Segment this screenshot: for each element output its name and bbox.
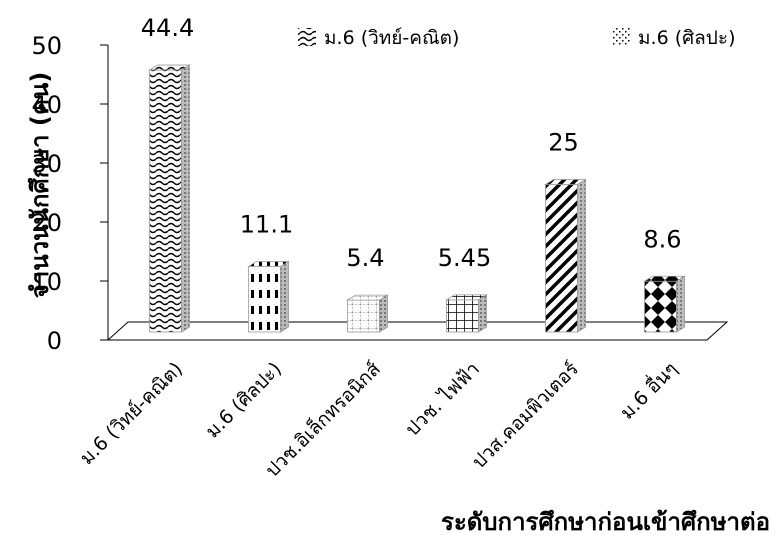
x-axis-title: ระดับการศึกษาก่อนเข้าศึกษาต่อ [441, 508, 770, 536]
y-tick-label-5: 50 [31, 32, 62, 60]
y-axis-title: จำนวนนักศึกษา (คน) [26, 72, 54, 299]
bar-front-1 [248, 266, 281, 333]
chart-floor [106, 321, 729, 341]
category-label-0: ม.6 (วิทย์-คณิต) [76, 358, 187, 469]
bar-front-3 [446, 299, 479, 333]
bars-group [148, 64, 686, 333]
y-axis-ticks: 0 10 20 30 40 50 [31, 32, 108, 355]
bar-front-0 [149, 69, 182, 333]
category-label-5: ม.6 อื่นๆ [614, 356, 682, 424]
bar-1 [247, 260, 290, 333]
y-tick-label-1: 10 [31, 268, 62, 296]
legend-label-0: ม.6 (วิทย์-คณิต) [324, 27, 459, 49]
category-label-3: ปวช. ไฟฟ้า [401, 358, 484, 441]
data-label-2: 5.4 [346, 244, 384, 272]
bar-side-5 [676, 275, 685, 333]
category-label-4: ปวส.คอมพิวเตอร์ [468, 358, 583, 473]
bar-top-4 [544, 179, 587, 185]
data-label-0: 44.4 [141, 14, 194, 42]
bar-side-4 [577, 178, 586, 333]
y-tick-label-2: 20 [31, 209, 62, 237]
bar-0 [148, 64, 191, 333]
bar-4 [544, 178, 587, 333]
bar-top-0 [148, 64, 191, 71]
data-label-3: 5.45 [438, 244, 491, 272]
bar-side-1 [280, 260, 289, 333]
category-label-1: ม.6 (ศิลปะ) [202, 358, 286, 442]
y-tick-label-3: 30 [31, 150, 62, 178]
legend: ม.6 (วิทย์-คณิต) ม.6 (ศิลปะ) [298, 27, 736, 49]
y-tick-label-0: 0 [47, 327, 62, 355]
legend-label-1: ม.6 (ศิลปะ) [638, 27, 736, 49]
legend-swatch-wave [298, 28, 316, 46]
data-label-5: 8.6 [643, 225, 681, 253]
legend-swatch-dots [612, 28, 630, 46]
bar-5 [643, 275, 686, 333]
data-label-1: 11.1 [240, 211, 293, 239]
data-labels: 44.4 11.1 5.4 5.45 25 8.6 [141, 14, 682, 272]
bar-3 [445, 294, 488, 333]
bar-side-3 [478, 294, 487, 333]
bar-top-2 [346, 294, 389, 301]
bar-top-5 [643, 275, 686, 282]
data-label-4: 25 [548, 129, 579, 157]
bar-top-3 [445, 294, 488, 301]
bar-side-0 [181, 64, 190, 333]
bar-2 [346, 294, 389, 333]
category-labels: ม.6 (วิทย์-คณิต) ม.6 (ศิลปะ)ปวช.อิเล็กทรอ… [76, 356, 682, 482]
bar-front-5 [644, 280, 677, 333]
bar-front-4 [545, 184, 578, 333]
y-tick-label-4: 40 [31, 91, 62, 119]
bar-top-1 [247, 261, 290, 267]
bar-front-2 [347, 299, 380, 333]
bar-side-2 [379, 294, 388, 333]
